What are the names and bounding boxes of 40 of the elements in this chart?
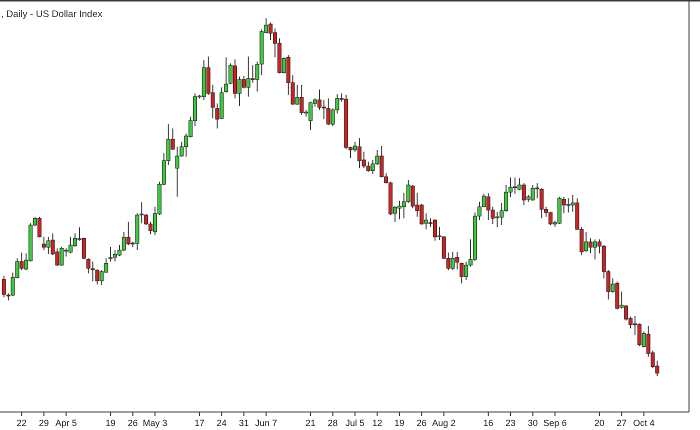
candlestick bbox=[175, 146, 180, 198]
candlestick bbox=[224, 56, 228, 94]
x-tick-label: 26 bbox=[128, 418, 138, 428]
candlestick bbox=[82, 237, 86, 260]
candlestick bbox=[37, 216, 42, 238]
x-tick-label: 19 bbox=[106, 418, 116, 428]
x-tick-label: 17 bbox=[194, 418, 204, 428]
candlestick bbox=[540, 188, 544, 219]
x-tick-label: Sep 6 bbox=[543, 418, 567, 428]
candlestick bbox=[450, 251, 455, 271]
x-tick-label: 23 bbox=[506, 418, 516, 428]
candlestick bbox=[95, 268, 100, 285]
x-tick-label: 31 bbox=[238, 418, 249, 428]
x-tick-label: Jul 5 bbox=[345, 418, 364, 428]
candlestick bbox=[530, 184, 535, 202]
x-tick-label: 12 bbox=[372, 418, 382, 428]
x-tick-label: Jun 7 bbox=[255, 418, 278, 428]
candlestick bbox=[250, 64, 255, 84]
x-tick-label: 20 bbox=[594, 418, 604, 428]
x-tick-label: 19 bbox=[394, 418, 404, 428]
x-tick-label: Apr 5 bbox=[55, 418, 77, 428]
x-tick-label: 27 bbox=[616, 418, 627, 428]
x-tick-label: 28 bbox=[328, 418, 338, 428]
x-tick-label: 22 bbox=[16, 418, 27, 428]
x-tick-label: 21 bbox=[306, 418, 316, 428]
x-tick-label: 16 bbox=[483, 418, 494, 428]
candlestick bbox=[113, 250, 118, 262]
x-tick-label: 24 bbox=[216, 418, 227, 428]
x-tick-label: Oct 4 bbox=[633, 418, 655, 428]
candlestick bbox=[460, 262, 464, 284]
x-tick-label: 30 bbox=[528, 418, 538, 428]
candlestick bbox=[90, 261, 95, 282]
x-tick-label: May 3 bbox=[142, 418, 168, 428]
candlestick bbox=[370, 160, 375, 174]
candlestick bbox=[86, 258, 90, 274]
chart-title: , Daily - US Dollar Index bbox=[1, 9, 103, 20]
x-tick-label: 26 bbox=[416, 418, 427, 428]
candlestick bbox=[108, 246, 113, 262]
x-tick-label: 29 bbox=[38, 418, 49, 428]
x-tick-label: Aug 2 bbox=[432, 418, 456, 428]
